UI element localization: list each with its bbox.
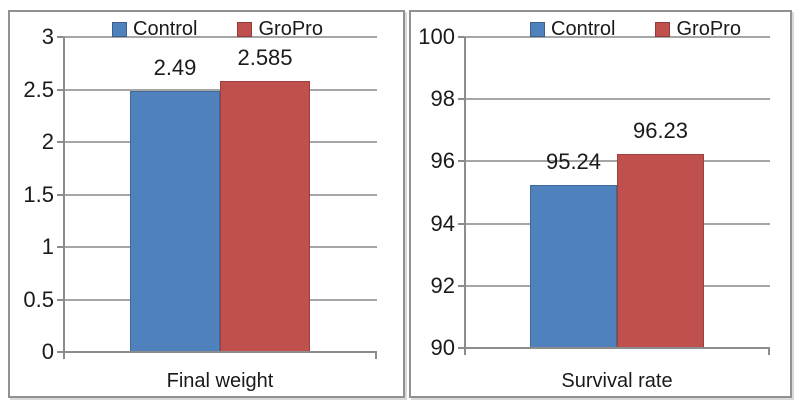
legend: Control GroPro [530,16,741,42]
gridline [464,98,770,100]
y-tick [458,160,464,162]
value-label-gropro: 96.23 [632,118,689,143]
x-axis-line [458,347,770,349]
value-label-gropro: 2.585 [237,45,293,70]
x-axis-title: Survival rate [561,370,673,392]
plot-area[interactable]: 3 2.5 2 1.5 1 0.5 0 2.49 2.585 [10,12,403,396]
y-tick [57,299,63,301]
x-axis-end-tick [375,351,377,359]
y-tick-label: 92 [430,273,455,298]
value-label-control: 95.24 [545,149,602,174]
legend-item-control[interactable]: Control [112,16,197,42]
y-tick [458,36,464,38]
y-tick [57,246,63,248]
y-tick-label: 3 [41,24,54,49]
bar-gropro[interactable] [220,81,310,352]
y-tick-label: 0 [41,339,54,364]
gropro-swatch-icon [237,21,253,37]
y-tick-label: 1.5 [23,182,54,207]
y-tick [57,36,63,38]
y-tick [458,285,464,287]
bar-gropro[interactable] [617,154,704,348]
y-tick [458,98,464,100]
y-tick [458,223,464,225]
legend-label-control: Control [133,18,198,40]
y-tick [57,89,63,91]
bar-control[interactable] [530,185,617,348]
y-tick-label: 94 [430,211,455,236]
gridline [63,36,377,38]
control-swatch-icon [112,21,127,37]
legend-item-gropro[interactable]: GroPro [655,16,741,42]
y-tick-label: 0.5 [23,287,54,312]
x-axis-title: Final weight [166,370,274,392]
legend-item-gropro[interactable]: GroPro [237,16,323,42]
y-tick [57,194,63,196]
final-weight-chart-panel[interactable]: Control GroPro 3 2.5 2 1.5 1 0.5 0 2.49 2.585 Fi… [8,10,405,398]
gropro-swatch-icon [655,21,671,37]
y-tick-label: 2 [41,129,54,154]
y-axis-line [464,37,466,355]
legend-label-control: Control [551,18,616,40]
y-tick-label: 100 [418,24,455,49]
gridline [464,36,770,38]
legend: Control GroPro [112,16,323,42]
x-axis-end-tick [768,347,770,355]
y-axis-line [63,37,65,359]
control-swatch-icon [530,21,545,37]
legend-label-gropro: GroPro [258,18,323,40]
bar-control[interactable] [130,91,220,352]
legend-item-control[interactable]: Control [530,16,615,42]
y-tick-label: 2.5 [23,77,54,102]
plot-area[interactable]: 100 98 96 94 92 90 95.24 96.23 [411,12,790,396]
x-axis-line [57,351,377,353]
y-tick-label: 90 [430,335,455,360]
y-tick-label: 98 [430,86,455,111]
y-tick-label: 1 [41,234,54,259]
survival-rate-chart-panel[interactable]: Control GroPro 100 98 96 94 92 90 95.24 96.23 S… [409,10,792,398]
y-tick [57,141,63,143]
y-tick-label: 96 [430,148,455,173]
legend-label-gropro: GroPro [676,18,741,40]
value-label-control: 2.49 [153,55,197,80]
